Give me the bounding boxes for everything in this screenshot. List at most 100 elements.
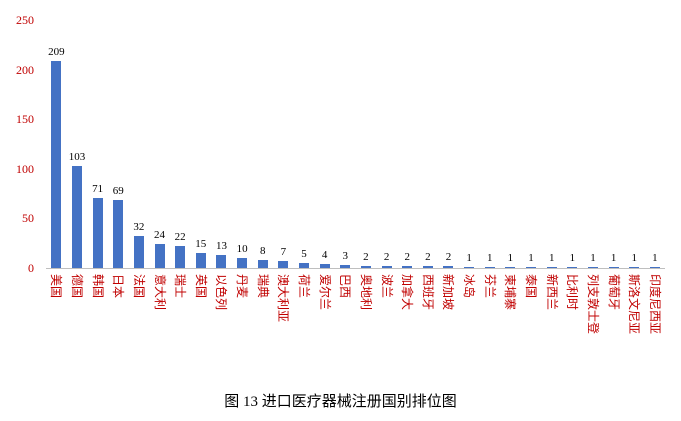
bar — [587, 267, 598, 268]
category-slot: 荷兰 — [294, 269, 315, 373]
category-label: 法国 — [131, 274, 146, 299]
bar-value-label: 103 — [68, 150, 86, 163]
bar — [649, 267, 660, 268]
category-label: 美国 — [49, 274, 64, 299]
bar — [422, 266, 433, 268]
bar-group: 1 — [583, 20, 604, 268]
category-label: 泰国 — [524, 274, 539, 299]
bar — [340, 265, 351, 268]
bar — [319, 264, 330, 268]
category-label: 丹麦 — [235, 274, 250, 299]
category-slot: 爱尔兰 — [314, 269, 335, 373]
bar — [216, 255, 227, 268]
category-label: 芬兰 — [482, 274, 497, 299]
bar — [464, 267, 475, 268]
bar-group: 1 — [624, 20, 645, 268]
category-label: 波兰 — [379, 274, 394, 299]
bar-group: 8 — [252, 20, 273, 268]
bar-group: 3 — [335, 20, 356, 268]
bar-group: 4 — [314, 20, 335, 268]
bar-value-label: 4 — [321, 249, 328, 262]
category-label: 葡萄牙 — [606, 274, 621, 311]
bar — [154, 244, 165, 268]
bar-group: 5 — [294, 20, 315, 268]
category-label: 以色列 — [214, 274, 229, 311]
bar-value-label: 2 — [404, 251, 410, 264]
category-slot: 以色列 — [211, 269, 232, 373]
bar-value-label: 13 — [215, 240, 227, 253]
bar — [608, 267, 619, 268]
bar-group: 1 — [562, 20, 583, 268]
bar — [443, 266, 454, 268]
bar-value-label: 15 — [195, 238, 207, 251]
bar — [299, 263, 309, 268]
bar-value-label: 2 — [445, 251, 452, 264]
category-label: 意大利 — [152, 274, 167, 311]
bar-group: 2 — [438, 20, 459, 268]
category-label: 英国 — [193, 274, 208, 299]
bar — [360, 266, 371, 268]
category-label: 印度尼西亚 — [647, 274, 662, 335]
bar — [71, 165, 82, 268]
category-slot: 韩国 — [87, 269, 108, 373]
category-label: 西班牙 — [420, 274, 435, 311]
category-slot: 列支敦士登 — [583, 269, 604, 373]
figure-caption: 图 13 进口医疗器械注册国别排位图 — [224, 394, 457, 410]
bar — [629, 267, 640, 268]
category-slot: 冰岛 — [459, 269, 480, 373]
category-slot: 新加坡 — [438, 269, 459, 373]
category-slot: 西班牙 — [418, 269, 439, 373]
category-label: 斯洛文尼亚 — [627, 274, 642, 335]
bar-group: 22 — [170, 20, 191, 268]
bar — [133, 236, 144, 268]
category-slot: 意大利 — [149, 269, 170, 373]
bar — [505, 267, 516, 268]
bar-value-label: 2 — [363, 251, 369, 264]
category-label: 澳大利亚 — [276, 274, 291, 323]
bar-group: 10 — [232, 20, 253, 268]
y-axis-tick-label: 100 — [16, 161, 34, 176]
category-slot: 加拿大 — [397, 269, 418, 373]
category-slot: 日本 — [108, 269, 129, 373]
category-slot: 法国 — [129, 269, 150, 373]
bar-value-label: 8 — [259, 245, 266, 258]
bar-group: 32 — [129, 20, 150, 268]
y-axis-tick-label: 200 — [16, 62, 34, 77]
bar — [257, 260, 268, 268]
bar — [175, 246, 186, 268]
bar-value-label: 1 — [528, 252, 534, 264]
bar-value-label: 1 — [466, 252, 472, 264]
category-label: 荷兰 — [297, 274, 311, 299]
category-label: 新加坡 — [441, 274, 456, 311]
bar-group: 1 — [479, 20, 500, 268]
bar — [278, 261, 289, 268]
bar-value-label: 209 — [48, 45, 65, 58]
bar — [92, 197, 103, 268]
bar-group: 69 — [108, 20, 129, 268]
bar-value-label: 5 — [301, 248, 307, 261]
bar-group: 1 — [603, 20, 624, 268]
category-slot: 瑞典 — [252, 269, 273, 373]
y-axis: 0 50 100 150 200 250 — [0, 13, 40, 275]
category-label: 瑞典 — [255, 274, 270, 299]
y-axis-tick-label: 250 — [16, 13, 34, 27]
category-slot: 波兰 — [376, 269, 397, 373]
bar-value-label: 69 — [112, 184, 124, 197]
bar-value-label: 1 — [631, 252, 638, 264]
category-slot: 葡萄牙 — [603, 269, 624, 373]
category-slot: 德国 — [67, 269, 88, 373]
category-slot: 巴西 — [335, 269, 356, 373]
category-label: 比利时 — [565, 274, 580, 311]
category-slot: 新西兰 — [541, 269, 562, 373]
bar — [113, 199, 124, 268]
bar-group: 209 — [46, 20, 67, 268]
category-slot: 柬埔寨 — [500, 269, 521, 373]
category-slot: 奥地利 — [356, 269, 377, 373]
category-slot: 印度尼西亚 — [645, 269, 666, 373]
category-slot: 美国 — [46, 269, 67, 373]
y-axis-tick-label: 150 — [16, 112, 34, 127]
category-slot: 比利时 — [562, 269, 583, 373]
bar-group: 2 — [397, 20, 418, 268]
category-slot: 瑞士 — [170, 269, 191, 373]
